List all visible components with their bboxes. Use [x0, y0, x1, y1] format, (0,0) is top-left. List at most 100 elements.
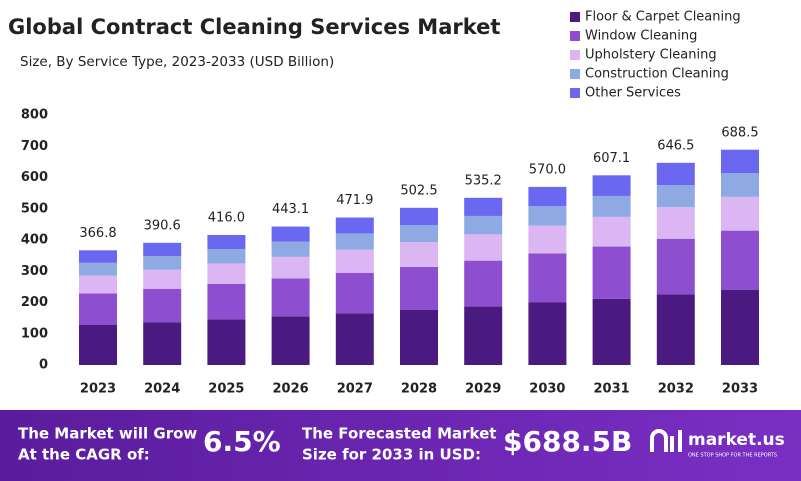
bar-segment — [207, 263, 246, 284]
total-label: 471.9 — [336, 193, 373, 208]
bar-segment — [335, 233, 374, 250]
total-label: 443.1 — [272, 202, 309, 217]
total-label: 390.6 — [144, 218, 181, 233]
bar-segment — [271, 241, 310, 257]
x-tick-label: 2031 — [594, 382, 630, 397]
bar-segment — [207, 249, 246, 264]
bar-segment — [528, 186, 567, 207]
y-tick-label: 300 — [21, 264, 48, 279]
bar-segment — [721, 173, 759, 197]
legend-swatch — [570, 69, 580, 79]
bar-segment — [528, 302, 567, 365]
total-label: 646.5 — [657, 138, 694, 153]
total-label: 416.0 — [208, 211, 245, 226]
bar-segment — [143, 322, 182, 365]
footer: The Market will Grow At the CAGR of: 6.5… — [0, 410, 801, 481]
bar-segment — [592, 246, 631, 299]
y-tick-label: 500 — [21, 201, 48, 216]
bar-segment — [271, 316, 310, 365]
legend-label: Floor & Carpet Cleaning — [585, 10, 741, 25]
bar-segment — [143, 256, 182, 270]
bar-segment — [721, 149, 759, 174]
footer-text: The Forecasted Market — [302, 425, 496, 443]
brand-tagline: ONE STOP SHOP FOR THE REPORTS — [688, 453, 777, 459]
bar-segment — [271, 278, 310, 317]
bar-segment — [656, 162, 695, 185]
bar-segment — [207, 235, 246, 250]
x-tick-label: 2033 — [722, 382, 758, 397]
footer-cagr: 6.5% — [203, 425, 281, 458]
bar-segment — [207, 283, 246, 320]
y-tick-label: 700 — [21, 139, 48, 154]
bar-segment — [592, 216, 631, 247]
footer-text: At the CAGR of: — [18, 446, 150, 464]
bar-segment — [464, 215, 503, 235]
total-label: 570.0 — [529, 162, 566, 177]
y-tick-label: 800 — [21, 108, 48, 123]
bar-segment — [400, 225, 438, 243]
legend-swatch — [570, 50, 580, 60]
bar-segment — [335, 313, 374, 365]
bar-segment — [79, 262, 117, 276]
y-tick-label: 200 — [21, 295, 48, 310]
bar-segment — [464, 260, 503, 307]
bar-segment — [464, 197, 503, 216]
bar-segment — [143, 269, 182, 289]
x-tick-label: 2026 — [273, 382, 309, 397]
total-label: 607.1 — [593, 151, 630, 166]
bar-segment — [528, 253, 567, 303]
total-label: 502.5 — [400, 183, 437, 198]
bar-segment — [721, 196, 759, 231]
legend-swatch — [570, 12, 580, 22]
x-tick-label: 2032 — [658, 382, 694, 397]
y-tick-label: 0 — [39, 358, 48, 373]
bar-segment — [400, 266, 438, 310]
bar-segment — [79, 275, 117, 294]
bar-segment — [400, 242, 438, 267]
bar-segment — [656, 207, 695, 239]
bar-segment — [721, 289, 759, 365]
bar-segment — [656, 185, 695, 208]
legend-label: Other Services — [585, 86, 681, 101]
legend-label: Upholstery Cleaning — [585, 48, 717, 63]
x-tick-label: 2029 — [465, 382, 501, 397]
bar-segment — [207, 319, 246, 365]
bar-segment — [528, 225, 567, 254]
legend-swatch — [570, 31, 580, 41]
y-tick-label: 400 — [21, 233, 48, 248]
legend-label: Construction Cleaning — [585, 67, 729, 82]
y-tick-label: 600 — [21, 170, 48, 185]
bar-segment — [721, 230, 759, 290]
x-tick-label: 2023 — [80, 382, 116, 397]
legend-label: Window Cleaning — [585, 29, 697, 44]
total-label: 688.5 — [721, 125, 758, 140]
bar-segment — [592, 298, 631, 365]
bar-segment — [79, 293, 117, 325]
bar-segment — [464, 306, 503, 365]
total-label: 366.8 — [79, 226, 116, 241]
bar-segment — [79, 250, 117, 263]
x-tick-label: 2027 — [337, 382, 373, 397]
bar-segment — [143, 242, 182, 257]
bar-segment — [400, 207, 438, 225]
x-tick-label: 2030 — [529, 382, 565, 397]
footer-text: The Market will Grow — [18, 425, 197, 443]
x-tick-label: 2028 — [401, 382, 437, 397]
bar-segment — [592, 195, 631, 217]
footer-forecast: $688.5B — [503, 425, 632, 458]
brand-logo — [650, 429, 682, 452]
brand-name: market.us — [688, 430, 785, 450]
chart-subtitle: Size, By Service Type, 2023-2033 (USD Bi… — [20, 54, 334, 70]
bar-segment — [656, 294, 695, 365]
bar-segment — [143, 288, 182, 323]
x-tick-label: 2024 — [144, 382, 180, 397]
bar-segment — [79, 325, 117, 365]
bar-segment — [271, 226, 310, 242]
bar-segment — [271, 256, 310, 279]
bar-segment — [400, 310, 438, 365]
bar-segment — [464, 234, 503, 261]
total-label: 535.2 — [465, 173, 502, 188]
x-tick-label: 2025 — [208, 382, 244, 397]
bar-segment — [656, 238, 695, 295]
